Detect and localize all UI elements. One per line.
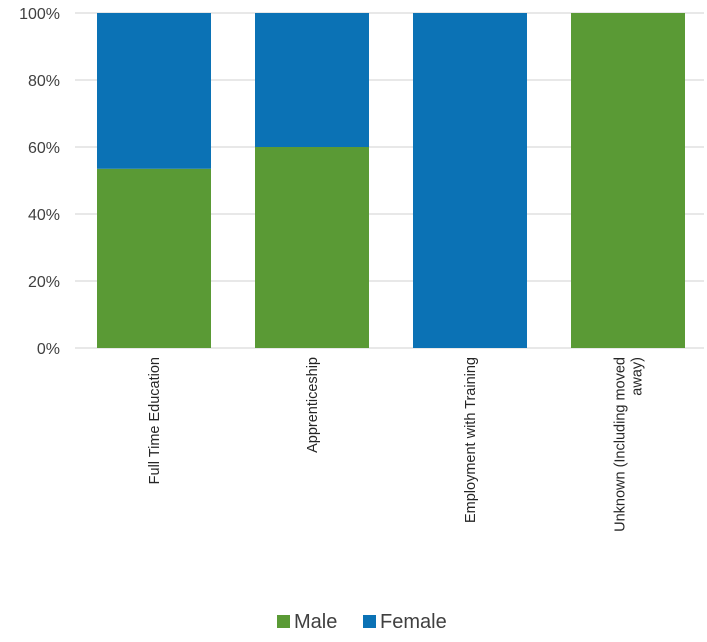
x-category-label-line: Full Time Education	[147, 357, 163, 484]
bar-female-segment	[255, 13, 369, 147]
x-category-label-line: Employment with Training	[463, 357, 479, 523]
y-tick-label: 60%	[28, 140, 60, 157]
legend-label-male[interactable]: Male	[294, 611, 337, 633]
x-category-label: Full Time Education	[147, 357, 163, 484]
x-category-label: Apprenticeship	[305, 357, 321, 453]
y-axis-tick-labels: 0% 20% 40% 60% 80% 100%	[19, 6, 60, 358]
bar-male-segment	[255, 147, 369, 348]
y-tick-label: 0%	[37, 341, 60, 358]
x-category-label-line: Unknown (Including moved	[613, 357, 629, 532]
bars	[97, 13, 685, 348]
bar-female-segment	[97, 13, 211, 169]
bar-female-segment	[413, 13, 527, 348]
y-tick-label: 20%	[28, 274, 60, 291]
x-category-label-line: Apprenticeship	[305, 357, 321, 453]
legend-label-female[interactable]: Female	[380, 611, 447, 633]
legend-swatch-female[interactable]	[363, 615, 376, 628]
x-category-label: Unknown (Including movedaway)	[613, 357, 646, 532]
legend-swatch-male[interactable]	[277, 615, 290, 628]
x-category-label: Employment with Training	[463, 357, 479, 523]
bar-male-segment	[571, 13, 685, 348]
bar-male-segment	[97, 168, 211, 348]
y-tick-label: 40%	[28, 207, 60, 224]
x-category-label-line: away)	[630, 357, 646, 396]
y-tick-label: 80%	[28, 73, 60, 90]
y-tick-label: 100%	[19, 6, 60, 23]
legend[interactable]: Male Female	[277, 611, 447, 633]
x-axis-category-labels: Full Time Education Apprenticeship Employm…	[147, 357, 646, 532]
